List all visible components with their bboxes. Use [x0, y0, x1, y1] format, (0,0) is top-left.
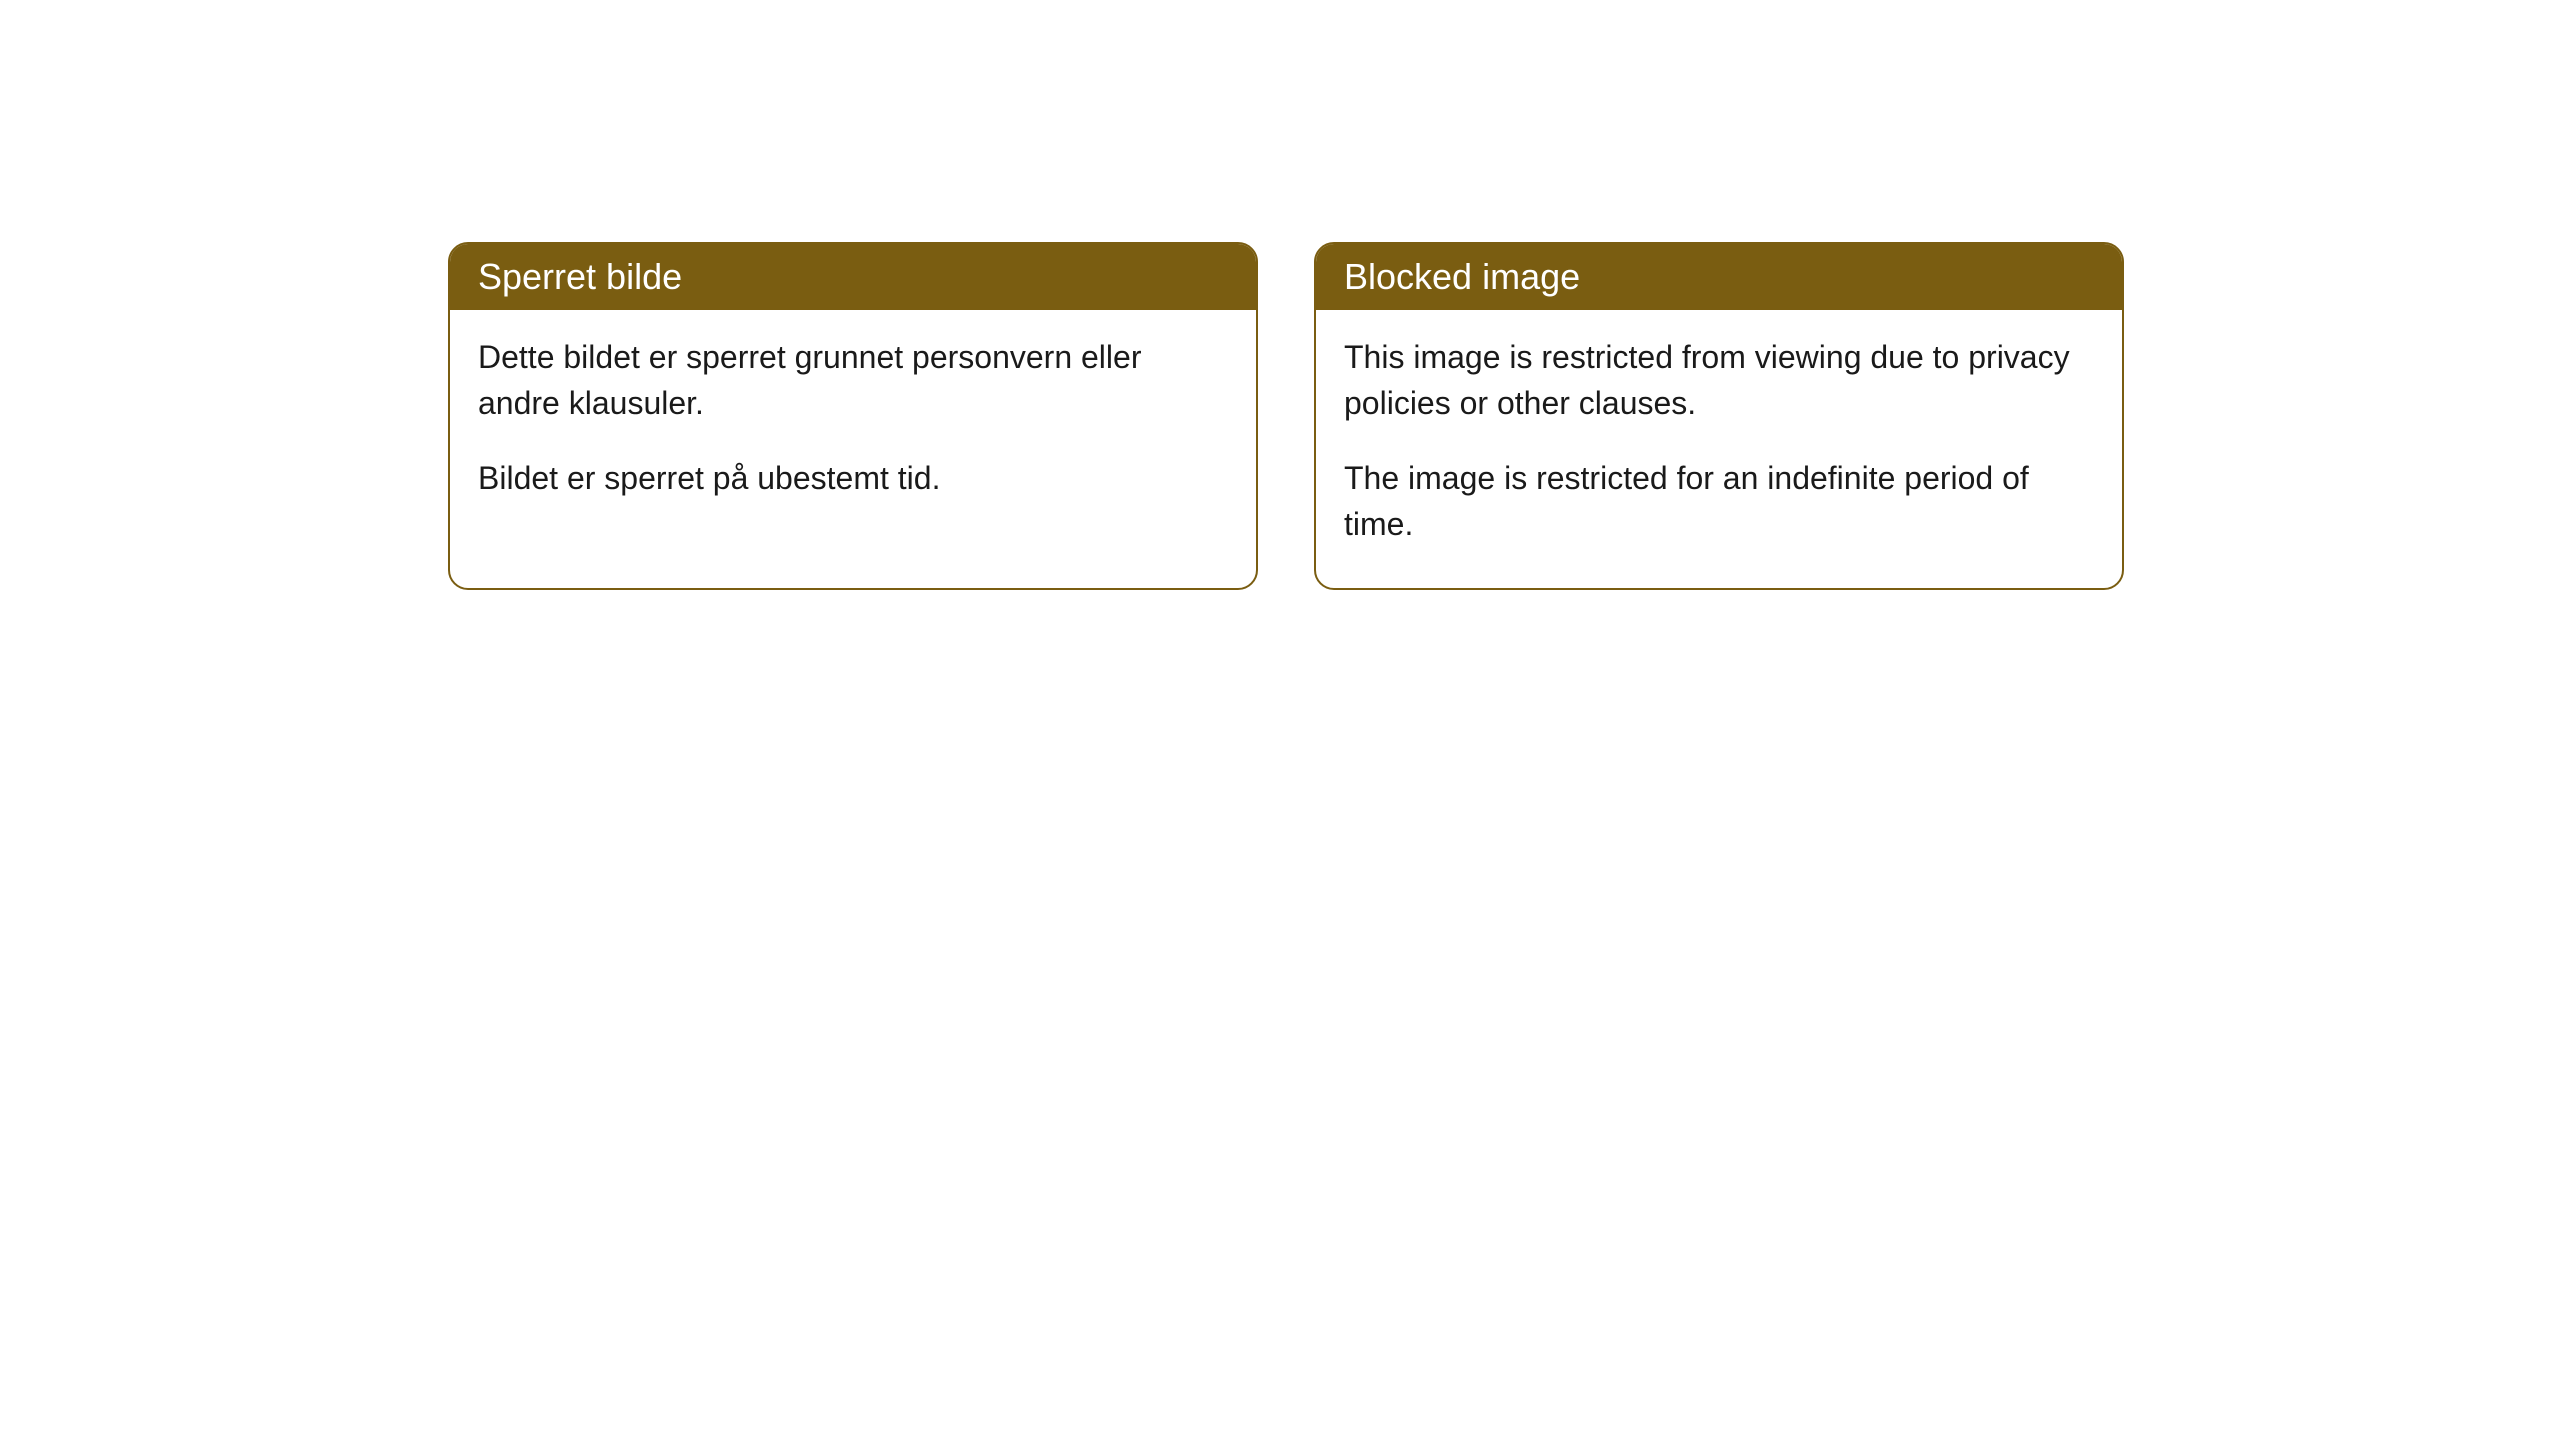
blocked-image-card-norwegian: Sperret bilde Dette bildet er sperret gr…	[448, 242, 1258, 590]
card-body-english: This image is restricted from viewing du…	[1316, 310, 2122, 588]
card-paragraph-2-english: The image is restricted for an indefinit…	[1344, 455, 2094, 548]
card-paragraph-1-english: This image is restricted from viewing du…	[1344, 334, 2094, 427]
card-paragraph-1-norwegian: Dette bildet er sperret grunnet personve…	[478, 334, 1228, 427]
card-body-norwegian: Dette bildet er sperret grunnet personve…	[450, 310, 1256, 541]
card-header-english: Blocked image	[1316, 244, 2122, 310]
blocked-image-card-english: Blocked image This image is restricted f…	[1314, 242, 2124, 590]
card-header-norwegian: Sperret bilde	[450, 244, 1256, 310]
card-title-norwegian: Sperret bilde	[478, 256, 682, 297]
info-cards-container: Sperret bilde Dette bildet er sperret gr…	[448, 242, 2124, 590]
card-title-english: Blocked image	[1344, 256, 1580, 297]
card-paragraph-2-norwegian: Bildet er sperret på ubestemt tid.	[478, 455, 1228, 501]
